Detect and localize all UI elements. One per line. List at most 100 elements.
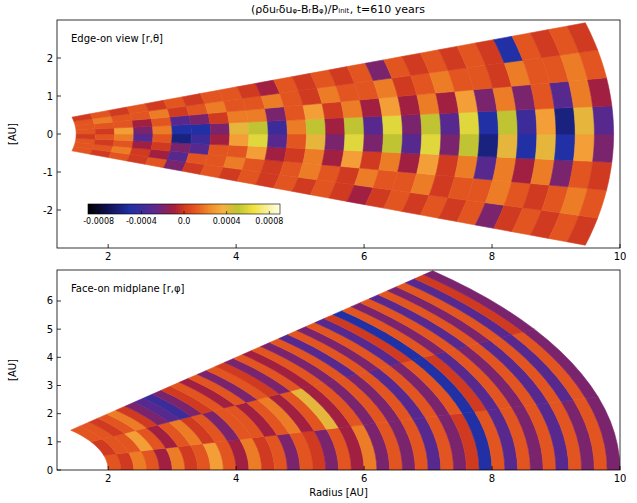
cell [401,134,421,154]
y-tick-label: 0 [47,129,53,140]
cell [459,112,480,134]
x-axis-title: Radius [AU] [309,487,368,498]
plot-background [57,20,620,248]
y-tick-label: 5 [47,324,53,335]
cell [170,143,191,153]
cell [152,125,172,134]
cell [145,100,167,111]
cell [360,98,382,117]
title: (ρδuᵣδuᵩ-BᵣBᵩ)/Pᵢₙᵢₜ, t=610 years [251,3,425,16]
cell [417,154,440,175]
cell [246,108,267,122]
plot-background [57,270,620,470]
y-tick [57,329,61,330]
cell [210,123,230,134]
panel-label: Edge-on view [r,θ] [71,33,163,44]
cell [497,110,518,134]
x-tick [492,244,493,248]
y-tick [57,134,61,135]
y-tick-label: 1 [47,91,53,102]
cell [189,143,210,154]
cell [322,149,344,166]
cell [593,134,614,162]
cell [398,153,421,173]
x-tick-label: 8 [489,251,495,262]
cell [379,152,402,172]
y-tick-label: 2 [47,408,53,419]
cell [191,124,211,134]
cell [382,134,402,153]
cell [248,134,268,147]
y-tick [57,357,61,358]
y-tick [57,172,61,173]
cell [109,107,130,116]
y-tick [57,413,61,414]
cell [415,275,524,335]
cell [360,151,382,170]
colorbar-tick [269,211,270,214]
colorbar-tick-label: -0.0008 [83,217,114,226]
plot-frame [57,270,620,470]
cell [303,103,325,119]
plot-frame [57,20,620,248]
x-tick-label: 6 [361,473,367,484]
colorbar-tick-label: 0.0004 [213,217,241,226]
y-tick-label: 3 [47,380,53,391]
cell [382,115,402,134]
x-tick [108,244,109,248]
cell [567,215,598,245]
colorbar: -0.0008-0.00040.00.00040.0008 [83,204,283,226]
colorbar-tick [98,211,99,214]
cell [516,109,537,134]
cell [133,126,153,134]
cell [248,121,268,134]
panel-label: Face-on midplane [r,φ] [71,283,185,294]
cell [554,134,575,160]
cell [306,134,326,149]
cell [90,110,111,118]
y-tick-label: -2 [43,205,53,216]
x-tick [236,244,237,248]
cell [440,134,460,155]
cell [325,134,345,150]
colorbar-tick-label: 0.0 [178,217,191,226]
cell [440,113,460,134]
x-tick [620,466,621,470]
cell [303,149,325,165]
cell [133,134,153,142]
cell [398,95,421,115]
x-tick [620,244,621,248]
y-tick [57,58,61,59]
cell [152,134,172,143]
cell [420,134,440,155]
cell [265,147,287,161]
cell [478,134,499,157]
colorbar-frame [88,204,280,214]
cell [172,134,192,143]
cell [127,104,149,114]
colorbar-tick [226,211,227,214]
cell [229,122,249,134]
y-tick-label: 1 [47,436,53,447]
x-tick [364,244,365,248]
cell [401,114,421,134]
y-tick-label: 6 [47,295,53,306]
cell [186,153,208,165]
cell [223,156,245,169]
cell [246,146,267,160]
cell [284,105,306,120]
cell [306,119,326,134]
cell [76,134,95,139]
y-tick [57,385,61,386]
cell [94,139,114,146]
cell [379,97,402,117]
cell [535,134,556,160]
cell [325,118,345,134]
cell [567,23,598,53]
colorbar-tick [141,211,142,214]
cell [363,116,383,134]
y-tick-label: 2 [47,53,53,64]
cell [344,117,364,134]
cell [172,125,192,134]
cell [95,134,115,140]
